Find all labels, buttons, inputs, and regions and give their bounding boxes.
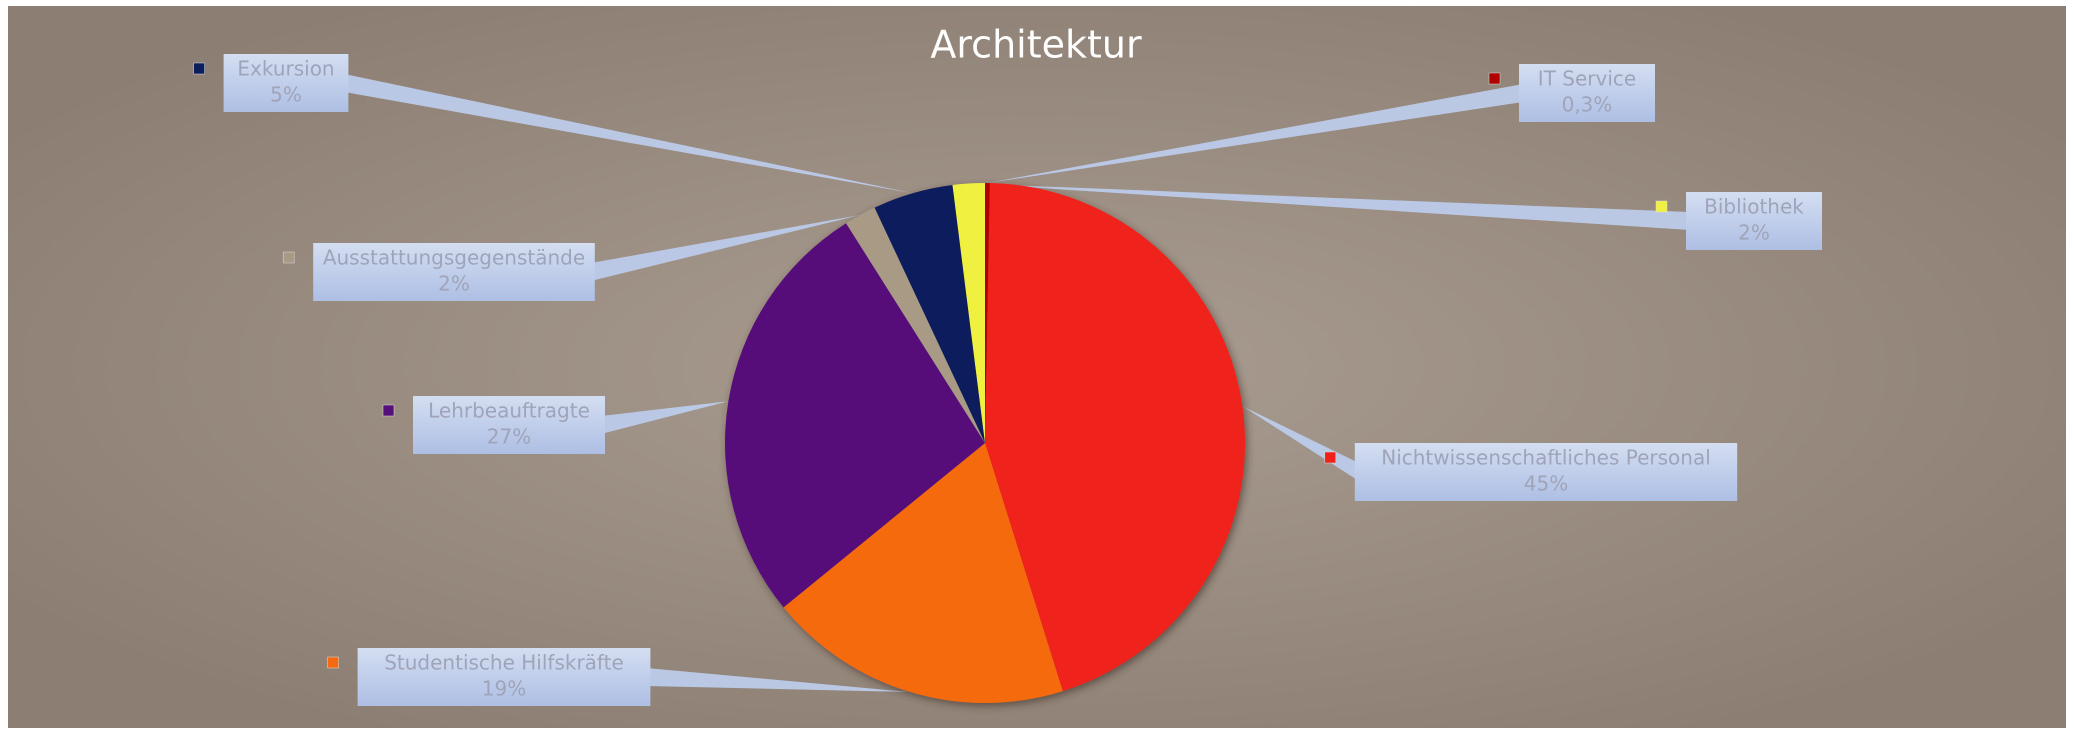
pie-slice <box>725 223 985 608</box>
label-box <box>1354 443 1738 501</box>
slice-value: 27% <box>487 425 531 449</box>
label-box <box>357 648 651 706</box>
legend-key <box>327 656 339 669</box>
chart-title: Architektur <box>930 23 1142 67</box>
leader-line <box>601 401 729 434</box>
slice-value: 2% <box>438 272 470 296</box>
pie-slice <box>952 183 985 443</box>
label-box <box>413 396 605 454</box>
slice-label: Nichtwissenschaftliches Personal <box>1381 446 1711 470</box>
slice-value: 2% <box>1738 221 1770 245</box>
pie-slice <box>846 207 985 443</box>
label-box <box>223 54 349 112</box>
slice-value: 5% <box>270 83 302 107</box>
slice-label: Lehrbeauftragte <box>428 399 590 423</box>
label-box <box>1686 192 1822 250</box>
slice-label: IT Service <box>1538 67 1636 91</box>
pie-slice <box>783 443 1063 703</box>
leader-line <box>968 183 1690 230</box>
slice-value: 45% <box>1524 472 1568 496</box>
slice-label: Bibliothek <box>1704 195 1804 219</box>
label-box <box>1519 64 1655 122</box>
leader-line <box>344 74 913 194</box>
pie-slice <box>985 183 990 443</box>
leader-line <box>590 214 861 281</box>
leader-line <box>1242 406 1359 481</box>
label-box <box>313 243 595 301</box>
leader-line <box>646 668 911 693</box>
legend-key <box>382 404 395 417</box>
legend-key <box>1324 451 1337 464</box>
slice-label: Studentische Hilfskräfte <box>384 651 624 675</box>
slice-label: Exkursion <box>237 57 334 81</box>
legend-key <box>1488 72 1501 85</box>
legend-key <box>1655 200 1668 213</box>
leader-line <box>987 84 1523 184</box>
pie <box>725 183 1245 703</box>
slice-value: 19% <box>482 677 526 701</box>
pie-slice <box>985 183 1245 692</box>
slice-value: 0,3% <box>1562 93 1613 117</box>
legend-key <box>193 62 205 75</box>
legend-key <box>282 251 295 264</box>
slice-label: Ausstattungsgegenstände <box>323 246 585 270</box>
pie-slice <box>874 185 985 443</box>
